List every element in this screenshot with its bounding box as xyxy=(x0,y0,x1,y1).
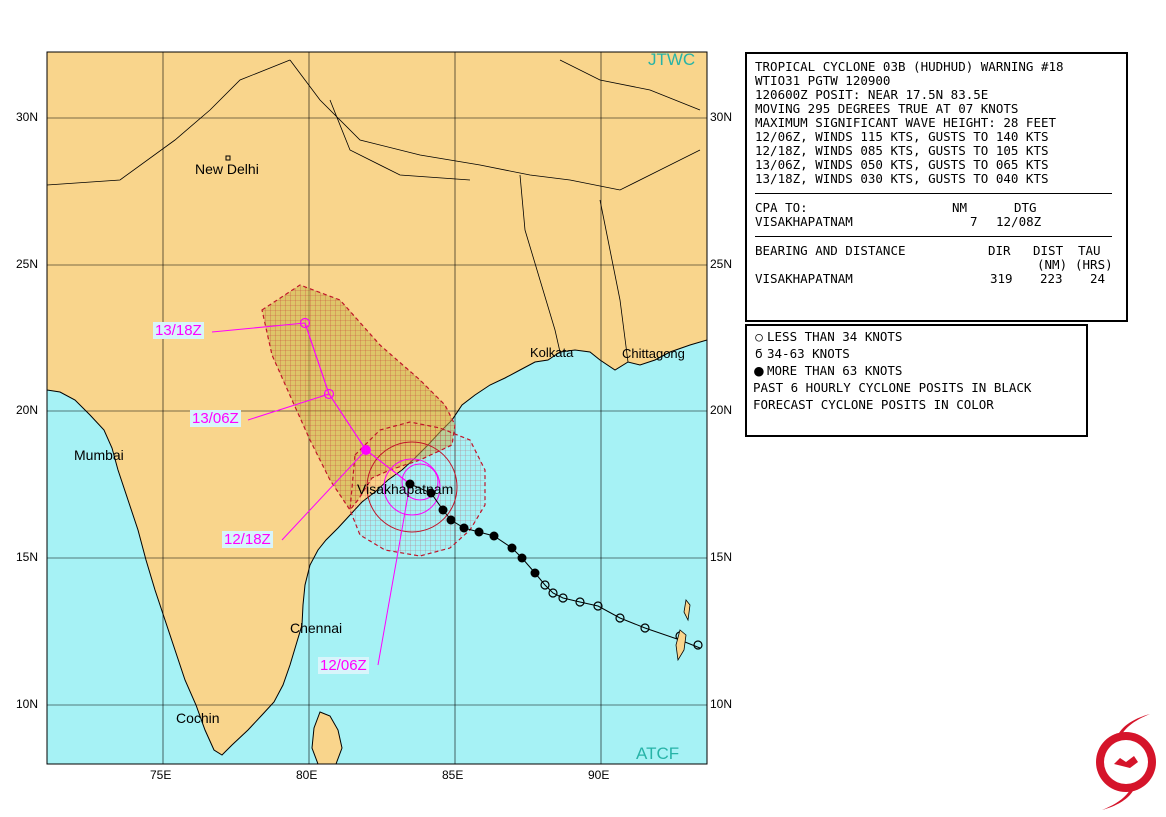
cpa-label: CPA TO: xyxy=(755,200,808,215)
legend-item-typhoon: ● MORE THAN 63 KNOTS xyxy=(753,362,1080,379)
cpa-nm-header: NM xyxy=(952,200,968,215)
past-posit-ts xyxy=(640,623,650,633)
past-posit-ts xyxy=(693,640,703,650)
andaman-islands xyxy=(675,599,691,662)
divider xyxy=(755,236,1112,237)
warning-line: 13/18Z, WINDS 030 KTS, GUSTS TO 040 KTS xyxy=(755,171,1049,186)
bearing-tau-header: TAU xyxy=(1078,243,1101,258)
legend-label: MORE THAN 63 KNOTS xyxy=(767,363,903,378)
past-posit-storm xyxy=(426,488,436,498)
bearing-tau-value: 24 xyxy=(1090,271,1106,286)
bearing-dist-unit: (NM) xyxy=(1037,257,1068,272)
past-posit-ts xyxy=(575,597,585,607)
warning-line: 120600Z POSIT: NEAR 17.5N 83.5E xyxy=(755,87,989,102)
bearing-value-row: VISAKHAPATNAM 319 223 24 xyxy=(755,272,1118,286)
map-frame xyxy=(46,51,708,765)
past-posit-storm xyxy=(507,543,517,553)
new-delhi-marker xyxy=(225,155,231,161)
bearing-label: BEARING AND DISTANCE xyxy=(755,243,906,258)
forecast-posit-13-06z xyxy=(323,388,335,400)
past-posit-ts xyxy=(548,588,558,598)
cpa-dtg-value: 12/08Z xyxy=(996,214,1042,229)
jtwc-seal-logo xyxy=(1096,714,1156,810)
sri-lanka xyxy=(311,711,343,764)
warning-info-box: TROPICAL CYCLONE 03B (HUDHUD) WARNING #1… xyxy=(745,52,1128,322)
legend-label: FORECAST CYCLONE POSITS IN COLOR xyxy=(753,397,994,412)
bearing-header-row: BEARING AND DISTANCE DIR DIST TAU xyxy=(755,244,1118,258)
warning-line: WTIO31 PGTW 120900 xyxy=(755,73,891,88)
past-track xyxy=(405,479,703,650)
legend-note-past: PAST 6 HOURLY CYCLONE POSITS IN BLACK xyxy=(753,379,1080,396)
past-posit-storm xyxy=(517,553,527,563)
warning-line: TROPICAL CYCLONE 03B (HUDHUD) WARNING #1… xyxy=(755,59,1064,74)
wind-radii-inner xyxy=(401,463,439,501)
warning-line: MOVING 295 DEGREES TRUE AT 07 KNOTS xyxy=(755,101,1019,116)
cpa-value-row: VISAKHAPATNAM 7 12/08Z xyxy=(755,215,1118,229)
bearing-tau-unit: (HRS) xyxy=(1075,257,1113,272)
past-posit-storm xyxy=(530,568,540,578)
cpa-nm-value: 7 xyxy=(970,214,978,229)
bearing-unit-row: (NM) (HRS) xyxy=(755,258,1118,272)
past-posit-ts xyxy=(615,613,625,623)
cpa-place: VISAKHAPATNAM xyxy=(755,214,853,229)
bearing-dist-value: 223 xyxy=(1040,271,1063,286)
cpa-header-row: CPA TO: NM DTG xyxy=(755,201,1118,215)
past-posit-ts xyxy=(540,580,550,590)
past-posit-storm xyxy=(438,505,448,515)
legend-label: PAST 6 HOURLY CYCLONE POSITS IN BLACK xyxy=(753,380,1032,395)
warning-line: 12/06Z, WINDS 115 KTS, GUSTS TO 140 KTS xyxy=(755,129,1049,144)
past-posit-ts xyxy=(558,593,568,603)
divider xyxy=(755,193,1112,194)
legend-box: ○ LESS THAN 34 KNOTS ϭ 34-63 KNOTS ● MOR… xyxy=(745,324,1088,437)
bearing-dir-header: DIR xyxy=(988,243,1011,258)
legend-label: LESS THAN 34 KNOTS xyxy=(767,329,903,344)
bearing-place: VISAKHAPATNAM xyxy=(755,271,853,286)
past-posit-storm xyxy=(405,479,415,489)
past-posit-storm xyxy=(489,531,499,541)
typhoon-icon: ● xyxy=(753,363,765,378)
cpa-dtg-header: DTG xyxy=(1014,200,1037,215)
open-circle-icon: ○ xyxy=(755,329,763,344)
bearing-dist-header: DIST xyxy=(1033,243,1064,258)
legend-note-forecast: FORECAST CYCLONE POSITS IN COLOR xyxy=(753,396,1080,413)
past-posit-ts xyxy=(593,601,603,611)
forecast-track-line xyxy=(304,322,411,485)
wind-radii-50kt xyxy=(366,441,458,533)
bearing-dir-value: 319 xyxy=(990,271,1013,286)
tropical-storm-icon: ϭ xyxy=(755,346,763,361)
warning-line: 13/06Z, WINDS 050 KTS, GUSTS TO 065 KTS xyxy=(755,157,1049,172)
wind-radii-64kt xyxy=(383,458,441,516)
past-posit-storm xyxy=(446,515,456,525)
label-leaders xyxy=(211,322,411,666)
legend-item-weak: ○ LESS THAN 34 KNOTS xyxy=(753,328,1080,345)
warning-line: 12/18Z, WINDS 085 KTS, GUSTS TO 105 KTS xyxy=(755,143,1049,158)
warning-line: MAXIMUM SIGNIFICANT WAVE HEIGHT: 28 FEET xyxy=(755,115,1057,130)
past-posit-storm xyxy=(459,523,469,533)
legend-item-tropical-storm: ϭ 34-63 KNOTS xyxy=(753,345,1080,362)
legend-label: 34-63 KNOTS xyxy=(767,346,850,361)
country-borders xyxy=(47,59,701,363)
past-posit-storm xyxy=(474,527,484,537)
